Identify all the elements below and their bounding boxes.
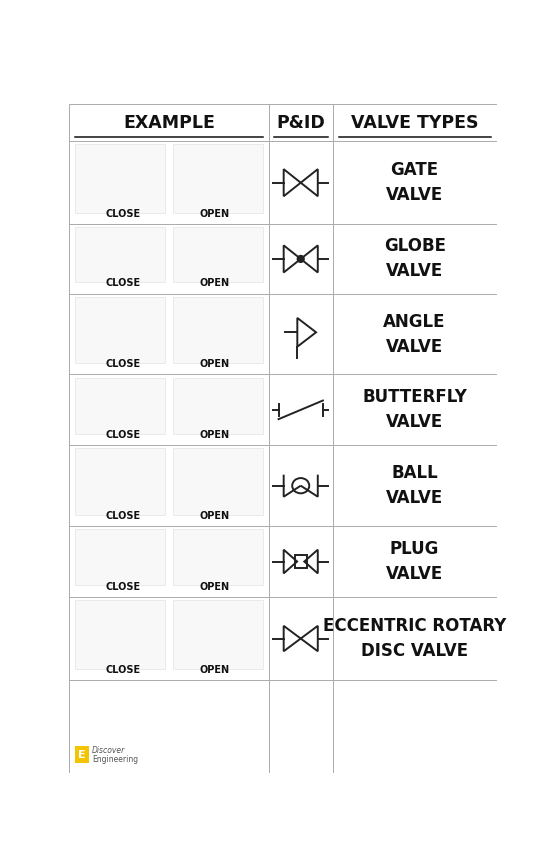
Text: BALL
VALVE: BALL VALVE: [386, 464, 443, 507]
Text: E: E: [78, 750, 86, 760]
Text: Engineering: Engineering: [92, 755, 139, 764]
Text: OPEN: OPEN: [200, 510, 230, 521]
Circle shape: [298, 255, 304, 262]
Text: GATE
VALVE: GATE VALVE: [386, 161, 443, 204]
Text: Discover: Discover: [92, 746, 125, 754]
Text: OPEN: OPEN: [200, 582, 230, 592]
Text: CLOSE: CLOSE: [105, 510, 141, 521]
Text: P&ID: P&ID: [277, 114, 325, 132]
Text: OPEN: OPEN: [200, 430, 230, 440]
Text: OPEN: OPEN: [200, 209, 230, 219]
Text: CLOSE: CLOSE: [105, 359, 141, 369]
Text: CLOSE: CLOSE: [105, 278, 141, 288]
Text: OPEN: OPEN: [200, 278, 230, 288]
Text: PLUG
VALVE: PLUG VALVE: [386, 540, 443, 583]
Text: OPEN: OPEN: [200, 665, 230, 674]
Bar: [173, 227, 263, 282]
Text: ECCENTRIC ROTARY
DISC VALVE: ECCENTRIC ROTARY DISC VALVE: [323, 617, 506, 660]
Text: CLOSE: CLOSE: [105, 582, 141, 592]
Text: GLOBE
VALVE: GLOBE VALVE: [384, 238, 445, 280]
Bar: [173, 378, 263, 434]
Bar: [173, 600, 263, 668]
Bar: [173, 449, 263, 515]
Text: CLOSE: CLOSE: [105, 209, 141, 219]
Text: VALVE TYPES: VALVE TYPES: [351, 114, 479, 132]
Text: BUTTERFLY
VALVE: BUTTERFLY VALVE: [362, 388, 467, 431]
Bar: [75, 297, 165, 363]
Bar: [295, 555, 307, 568]
Bar: [75, 449, 165, 515]
Text: ANGLE
VALVE: ANGLE VALVE: [384, 312, 446, 356]
Text: CLOSE: CLOSE: [105, 430, 141, 440]
Bar: [173, 144, 263, 213]
Bar: [75, 378, 165, 434]
Bar: [75, 144, 165, 213]
Bar: [75, 600, 165, 668]
Bar: [75, 227, 165, 282]
Text: EXAMPLE: EXAMPLE: [123, 114, 215, 132]
Polygon shape: [75, 746, 89, 763]
Bar: [173, 297, 263, 363]
Text: OPEN: OPEN: [200, 359, 230, 369]
Bar: [173, 529, 263, 585]
Bar: [75, 529, 165, 585]
Text: CLOSE: CLOSE: [105, 665, 141, 674]
